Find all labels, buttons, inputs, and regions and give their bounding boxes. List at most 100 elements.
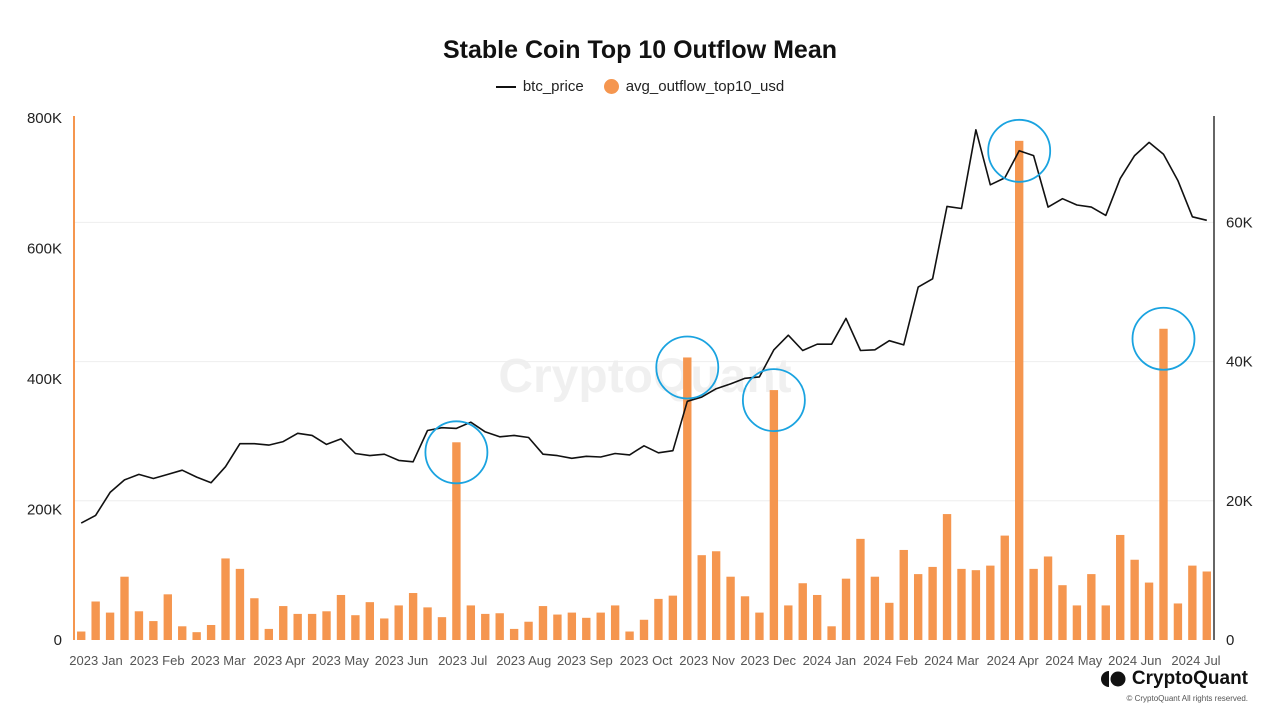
outflow-bar — [134, 611, 144, 640]
outflow-bar — [1087, 574, 1096, 640]
outflow-bar — [870, 576, 880, 640]
outflow-bar — [509, 628, 519, 640]
outflow-bar — [1101, 605, 1110, 640]
highlight-circle — [741, 368, 806, 432]
outflow-bar — [178, 626, 187, 640]
x-axis-tick-label: 2024 May — [1045, 653, 1103, 668]
x-axis-tick-label: 2023 Jan — [69, 653, 123, 668]
outflow-bar — [986, 565, 995, 640]
right-axis-tick-label: 60K — [1226, 214, 1253, 231]
right-axis-tick-label: 20K — [1226, 493, 1253, 510]
brand-name: CryptoQuant — [1131, 668, 1248, 689]
x-axis-tick-label: 2023 Dec — [740, 653, 796, 668]
outflow-bar — [567, 612, 577, 640]
outflow-bar — [639, 619, 649, 640]
legend-label-avg-outflow: avg_outflow_top10_usd — [625, 78, 785, 95]
outflow-bar — [120, 576, 129, 640]
left-axis-tick-label: 0 — [54, 632, 62, 649]
outflow-bar — [1015, 140, 1024, 640]
x-axis-tick-label: 2023 Jun — [375, 653, 429, 668]
brand-logo: CryptoQuant — [1100, 668, 1248, 690]
outflow-bar — [827, 626, 836, 640]
outflow-bar — [307, 613, 317, 640]
outflow-bar — [1116, 534, 1125, 640]
outflow-bar — [856, 538, 865, 640]
outflow-bar — [293, 613, 302, 640]
x-axis-tick-label: 2024 Apr — [987, 653, 1040, 668]
line-layer — [80, 129, 1207, 524]
outflow-bar — [1144, 582, 1154, 640]
outflow-bar — [437, 617, 447, 640]
outflow-bar — [553, 614, 562, 640]
btc-price-line — [80, 129, 1207, 524]
legend-item-avg-outflow[interactable]: avg_outflow_top10_usd — [603, 78, 785, 95]
outflow-bar — [1058, 585, 1067, 640]
outflow-bar — [466, 605, 476, 640]
highlight-circle — [1131, 306, 1196, 371]
outflow-bar — [105, 612, 115, 640]
outflow-bar — [221, 558, 230, 640]
x-axis-tick-label: 2024 Mar — [924, 653, 980, 668]
outflow-bar — [784, 605, 793, 640]
left-axis-tick-label: 200K — [27, 502, 62, 519]
outflow-bar — [928, 566, 937, 640]
x-axis-tick-label: 2024 Jun — [1108, 653, 1162, 668]
outflow-bar — [769, 390, 779, 640]
outflow-bar — [452, 442, 461, 640]
right-axis-tick-label: 40K — [1226, 354, 1253, 371]
legend-label-btc-price: btc_price — [522, 78, 584, 95]
outflow-bar — [264, 628, 273, 640]
outflow-bar — [351, 615, 360, 640]
right-axis-tick-label: 0 — [1226, 632, 1234, 649]
outflow-bar — [1159, 328, 1168, 640]
outflow-bar — [971, 570, 981, 640]
highlight-circle — [424, 420, 489, 485]
outflow-bar — [481, 613, 490, 640]
outflow-bar — [1000, 535, 1009, 640]
left-axis-tick-label: 800K — [27, 110, 62, 127]
outflow-bar — [1130, 559, 1139, 640]
chart-legend: btc_price avg_outflow_top10_usd — [0, 78, 1280, 95]
outflow-bar — [394, 605, 403, 640]
outflow-bar — [683, 357, 692, 640]
outflow-bar — [1043, 556, 1053, 640]
outflow-bar — [423, 607, 432, 640]
outflow-bar — [322, 611, 331, 640]
outflow-bar — [582, 617, 591, 640]
chart-watermark: CryptoQuant — [498, 350, 791, 403]
outflow-bar — [625, 631, 634, 640]
cryptoquant-logo-icon — [1100, 671, 1126, 687]
outflow-bar — [885, 602, 894, 640]
x-axis-tick-label: 2023 Oct — [620, 653, 673, 668]
copyright-text: © CryptoQuant All rights reserved. — [1126, 694, 1249, 703]
outflow-bar — [1188, 565, 1197, 640]
legend-dot-swatch — [603, 79, 619, 94]
outflow-bar — [610, 605, 620, 640]
outflow-bar — [1072, 605, 1082, 640]
x-axis-tick-label: 2023 Nov — [679, 653, 735, 668]
x-axis-tick-label: 2023 Aug — [496, 653, 551, 668]
x-axis-tick-label: 2023 Apr — [253, 653, 306, 668]
outflow-bar — [1202, 571, 1211, 640]
annotation-layer — [424, 118, 1196, 485]
x-axis-tick-label: 2023 May — [312, 653, 370, 668]
legend-item-btc-price[interactable]: btc_price — [495, 78, 584, 95]
chart-title: Stable Coin Top 10 Outflow Mean — [443, 36, 837, 64]
outflow-bar — [1173, 603, 1183, 640]
outflow-bar — [408, 593, 418, 640]
highlight-circle — [655, 335, 720, 400]
outflow-bar — [192, 632, 201, 640]
x-axis-tick-label: 2023 Feb — [130, 653, 185, 668]
outflow-bar — [668, 595, 678, 640]
x-axis-tick-label: 2023 Sep — [557, 653, 613, 668]
x-axis-tick-label: 2023 Mar — [191, 653, 247, 668]
outflow-bar — [798, 583, 807, 640]
outflow-bar — [336, 594, 346, 640]
outflow-bar — [235, 568, 245, 640]
outflow-bar — [495, 613, 504, 640]
outflow-bar — [697, 555, 706, 640]
outflow-bar — [163, 594, 172, 640]
legend-line-swatch — [495, 85, 516, 88]
x-axis-tick-label: 2024 Jul — [1171, 653, 1220, 668]
